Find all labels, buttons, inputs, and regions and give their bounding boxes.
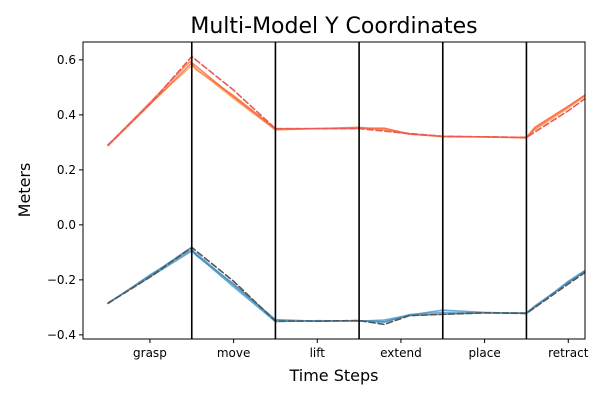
y-tick-label: 0.0 (57, 218, 76, 232)
y-tick-label: 0.4 (57, 108, 76, 122)
y-tick-label: −0.2 (47, 273, 76, 287)
y-axis: −0.4 −0.2 0.0 0.2 0.4 0.6 (47, 53, 83, 342)
x-tick-label-place: place (468, 346, 500, 360)
x-tick-label-move: move (217, 346, 251, 360)
x-tick-label-extend: extend (380, 346, 422, 360)
y-tick-label: −0.4 (47, 328, 76, 342)
series-line-8 (107, 246, 585, 326)
plot-area (107, 42, 585, 339)
x-axis: grasp move lift extend place retract (133, 339, 589, 360)
x-tick-label-grasp: grasp (133, 346, 167, 360)
y-tick-label: 0.2 (57, 163, 76, 177)
x-tick-label-lift: lift (310, 346, 326, 360)
x-tick-label-retract: retract (548, 346, 589, 360)
plot-frame (82, 41, 586, 340)
y-tick-label: 0.6 (57, 53, 76, 67)
y-axis-label: Meters (15, 163, 34, 218)
chart-title: Multi-Model Y Coordinates (190, 14, 477, 39)
series-line-3 (107, 61, 585, 147)
x-axis-label: Time Steps (288, 366, 378, 385)
